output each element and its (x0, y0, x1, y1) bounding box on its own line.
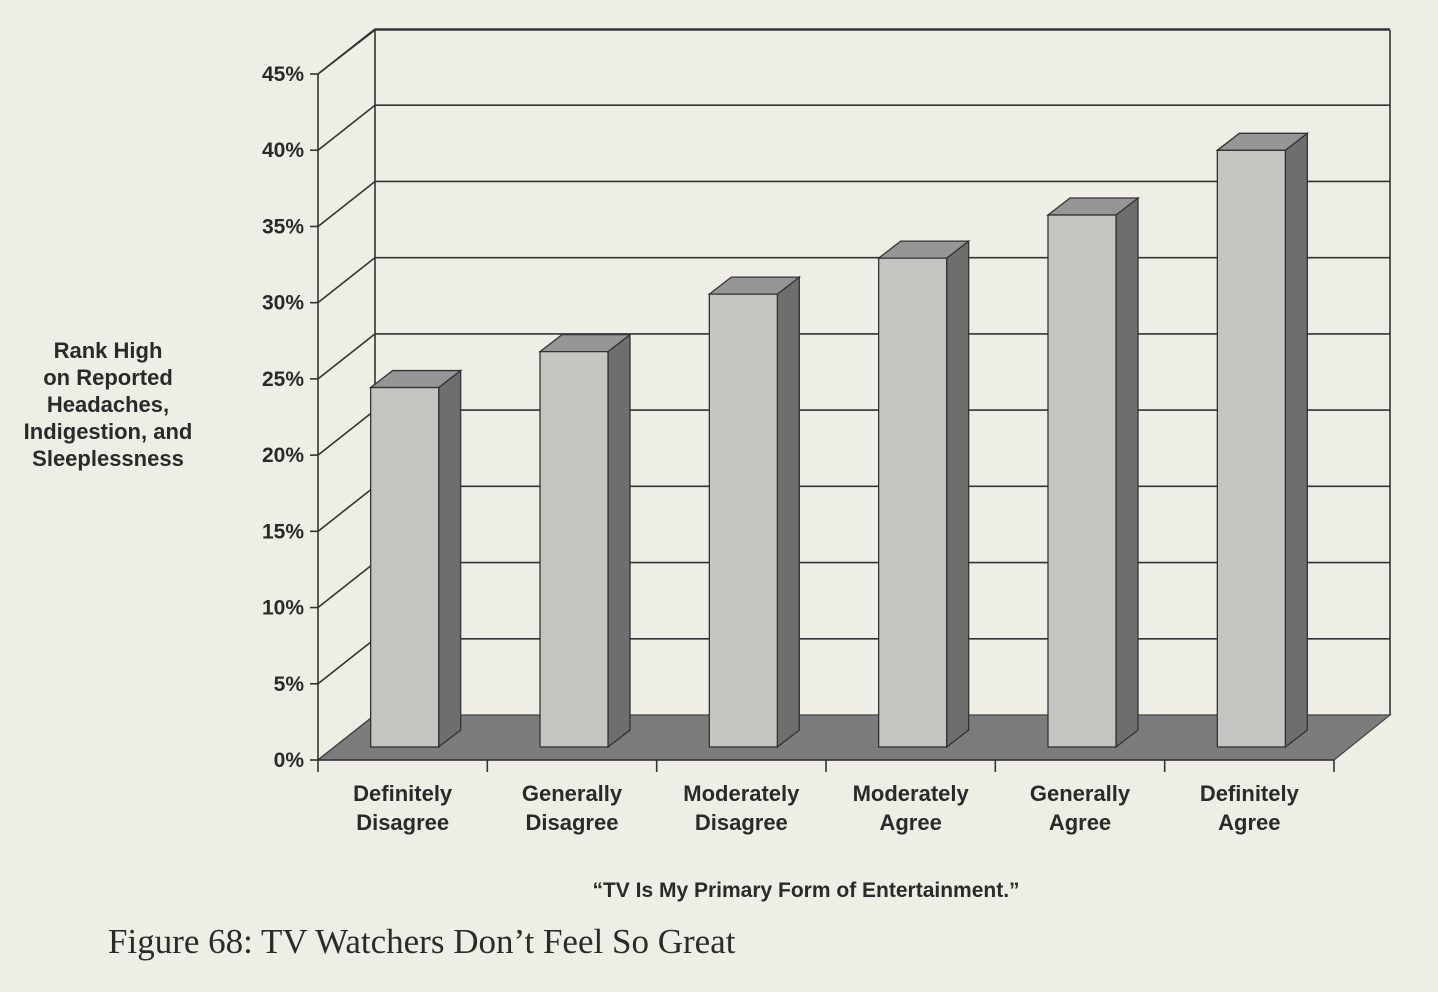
bar-front (1047, 214, 1117, 748)
x-category-label-line: Definitely (1200, 781, 1300, 806)
side-wall-line (317, 409, 376, 456)
y-tick-label: 35% (262, 215, 304, 238)
side-wall-line (317, 638, 376, 685)
bar-front (539, 350, 609, 748)
side-wall-top (317, 29, 376, 75)
y-axis: 0% 5% 10% 15% 20% 25% 30% 35% 40% 45% (262, 63, 319, 772)
y-axis-title-line: Rank High (54, 338, 163, 363)
x-category-label: Moderately Disagree (683, 781, 800, 835)
x-axis-title: “TV Is My Primary Form of Entertainment.… (592, 879, 1019, 902)
x-category-label-line: Generally (1030, 781, 1131, 806)
bar-front (370, 386, 440, 748)
bar-side (946, 239, 970, 749)
y-axis-title-line: Headaches, (47, 392, 169, 417)
bar-side (438, 369, 462, 749)
bar (368, 369, 463, 749)
x-category-label-line: Disagree (695, 810, 788, 835)
y-axis-title-line: Sleeplessness (32, 446, 184, 471)
side-wall-line (317, 180, 376, 228)
x-category-label-line: Generally (522, 781, 623, 806)
bar-front (708, 293, 778, 748)
bars (368, 131, 1310, 749)
x-category-label: Generally Disagree (522, 781, 623, 835)
bar-chart-svg: 0% 5% 10% 15% 20% 25% 30% 35% 40% 45% Definitely Di… (24, 28, 1392, 902)
side-wall-line (317, 333, 376, 380)
y-tick-label: 0% (274, 749, 305, 772)
x-category-label-line: Agree (879, 810, 941, 835)
y-tick-label: 5% (274, 673, 305, 696)
x-category-label: Generally Agree (1030, 781, 1131, 835)
side-wall-line (317, 561, 376, 609)
bar-front (1216, 149, 1286, 748)
side-wall-line (317, 485, 376, 532)
bar (538, 333, 632, 749)
y-tick-label: 20% (262, 444, 304, 467)
figure-caption: Figure 68: TV Watchers Don’t Feel So Gre… (108, 922, 736, 961)
y-axis-title-line: Indigestion, and (24, 419, 193, 444)
y-tick-label: 30% (262, 292, 304, 315)
x-category-label-line: Moderately (853, 781, 970, 806)
y-tick-label: 15% (262, 520, 304, 543)
x-category-label-line: Agree (1049, 810, 1111, 835)
x-category-label-line: Disagree (526, 810, 619, 835)
x-category-label-line: Agree (1218, 810, 1280, 835)
x-category-label: Definitely Disagree (353, 781, 453, 835)
x-category-label-line: Definitely (353, 781, 453, 806)
y-tick-label: 40% (262, 139, 304, 162)
y-axis-title-line: on Reported (43, 365, 173, 390)
y-axis-title: Rank High on Reported Headaches, Indigestio… (24, 338, 193, 471)
bar-side (776, 275, 800, 749)
bar (876, 239, 971, 749)
side-wall-line (317, 104, 376, 151)
bar (707, 275, 802, 749)
x-category-label-line: Moderately (683, 781, 800, 806)
bar-side (1115, 196, 1139, 749)
y-tick-label: 25% (262, 368, 304, 391)
x-category-label: Moderately Agree (853, 781, 970, 835)
bar (1215, 131, 1310, 749)
bar (1046, 196, 1140, 749)
x-category-label-line: Disagree (356, 810, 449, 835)
x-category-label: Definitely Agree (1200, 781, 1300, 835)
side-wall-line (317, 257, 376, 304)
y-tick-label: 10% (262, 597, 304, 620)
y-tick-label: 45% (262, 63, 304, 86)
bar-side (1284, 131, 1308, 749)
bar-side (607, 333, 631, 749)
bar-front (878, 257, 948, 748)
